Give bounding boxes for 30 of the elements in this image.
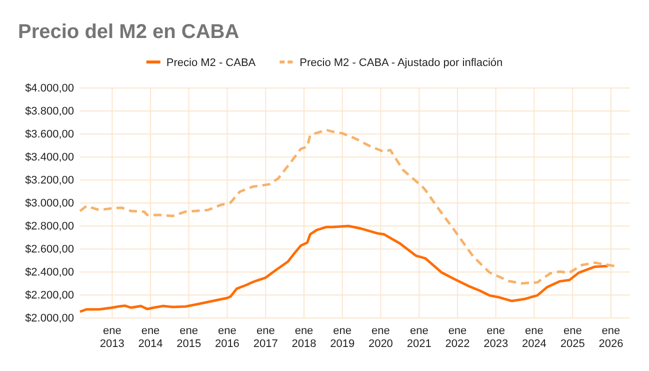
x-tick-label: ene 2013 — [100, 324, 124, 350]
line-series — [78, 128, 616, 285]
legend-label: Precio M2 - CABA — [166, 56, 256, 69]
x-tick-label: ene 2023 — [484, 324, 508, 350]
x-tick-label: ene 2016 — [214, 324, 240, 350]
legend-label: Precio M2 - CABA - Ajustado por inflación — [300, 56, 503, 69]
x-tick-label: ene 2020 — [368, 324, 393, 350]
x-tick-label: ene 2014 — [138, 324, 163, 350]
x-tick-label: ene 2021 — [406, 324, 432, 350]
y-tick-label: $2.800,00 — [25, 220, 74, 233]
y-tick-label: $3.400,00 — [25, 152, 74, 164]
y-tick-label: $2.200,00 — [25, 290, 74, 302]
x-tick-label: ene 2015 — [176, 324, 202, 350]
y-tick-label: $3.200,00 — [25, 174, 74, 187]
x-tick-label: ene 2018 — [292, 324, 316, 350]
y-tick-label: $2.600,00 — [25, 244, 74, 256]
x-tick-label: ene 2025 — [560, 324, 585, 350]
line-series — [78, 224, 609, 313]
y-tick-label: $2.000,00 — [25, 312, 74, 325]
chart-title: Precio del M2 en CABA — [18, 21, 240, 43]
x-tick-label: ene 2019 — [330, 324, 355, 350]
x-tick-label: ene 2022 — [445, 324, 470, 350]
y-tick-label: $2.400,00 — [25, 266, 74, 279]
y-tick-label: $3.600,00 — [25, 128, 74, 141]
y-tick-label: $4.000,00 — [25, 82, 74, 95]
x-tick-label: ene 2024 — [522, 324, 546, 350]
x-tick-label: ene 2026 — [598, 324, 624, 350]
x-tick-label: ene 2017 — [253, 324, 278, 350]
y-tick-label: $3.000,00 — [25, 198, 74, 210]
y-tick-label: $3.800,00 — [25, 106, 74, 118]
